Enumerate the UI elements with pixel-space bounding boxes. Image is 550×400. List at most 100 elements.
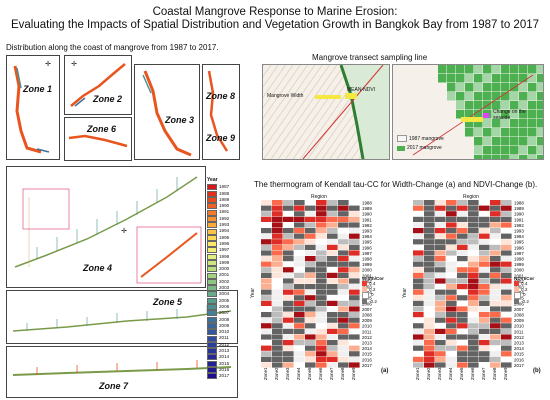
mangrove-width-label: Mangrove Width xyxy=(267,93,304,99)
heatmap-cell xyxy=(413,261,424,267)
heatmap-cell xyxy=(457,216,468,222)
heatmap-cell xyxy=(272,216,283,222)
heatmap-cell xyxy=(316,345,327,351)
heatmap-cell xyxy=(305,222,316,228)
heatmap-cell xyxy=(316,362,327,368)
heatmap-cell xyxy=(468,216,479,222)
heatmap-cell xyxy=(327,211,338,217)
heatmap-cell xyxy=(283,278,294,284)
heatmap-cell xyxy=(261,289,272,295)
heatmap-cell xyxy=(349,284,360,290)
heatmap-cell xyxy=(283,233,294,239)
heatmap-cell xyxy=(490,272,501,278)
heatmap-year-tick: 1993 xyxy=(362,229,372,234)
heatmap-cell xyxy=(501,239,512,245)
heatmap-year-tick: 1999 xyxy=(362,262,372,267)
heatmap-cell xyxy=(424,205,435,211)
heatmap-cell xyxy=(283,267,294,273)
heatmap-cell xyxy=(305,211,316,217)
heatmap-cell xyxy=(283,345,294,351)
heatmap-cell xyxy=(294,205,305,211)
heatmap-cell xyxy=(261,356,272,362)
heatmap-cell xyxy=(479,300,490,306)
legend-swatch xyxy=(207,291,217,298)
heatmap-year-tick: 2010 xyxy=(362,324,372,329)
heatmap-cell xyxy=(501,356,512,362)
heatmap-cell xyxy=(305,351,316,357)
heatmap-cell xyxy=(338,306,349,312)
heatmap-cell xyxy=(457,272,468,278)
heatmap-cell xyxy=(338,205,349,211)
heatmap-cell xyxy=(468,222,479,228)
heatmap-cell xyxy=(468,267,479,273)
heatmap-cell xyxy=(468,351,479,357)
heatmap-cell xyxy=(327,200,338,206)
legend-year-label: 2005 xyxy=(219,297,230,303)
heatmap-cell xyxy=(294,244,305,250)
heatmap-cell xyxy=(305,295,316,301)
heatmap-cell xyxy=(305,205,316,211)
legend-row-1992: 1992 xyxy=(207,216,237,222)
heatmap-cell xyxy=(413,328,424,334)
legend-row-2011: 2011 xyxy=(207,335,237,342)
heatmap-cell xyxy=(327,356,338,362)
heatmap-cell xyxy=(261,200,272,206)
heatmap-cell xyxy=(479,228,490,234)
heatmap-cell xyxy=(446,312,457,318)
heatmap-zone-tick: Zone3 xyxy=(437,367,442,380)
heatmap-b-legend-row: 0 xyxy=(514,292,534,300)
heatmap-cell xyxy=(294,362,305,368)
heatmap-cell xyxy=(413,228,424,234)
heatmap-cell xyxy=(457,340,468,346)
heatmap-cell xyxy=(316,340,327,346)
heatmap-year-tick: 1994 xyxy=(514,234,524,239)
heatmap-cell xyxy=(338,261,349,267)
map-zone-7: Zone 7 xyxy=(6,346,238,398)
heatmap-cell xyxy=(424,334,435,340)
heatmap-cell xyxy=(490,362,501,368)
heatmap-cell xyxy=(435,300,446,306)
legend-swatch xyxy=(207,184,217,191)
heatmap-cell xyxy=(327,205,338,211)
legend-row-2003: 2003 xyxy=(207,285,237,292)
heatmap-cell xyxy=(424,300,435,306)
heatmap-cell xyxy=(294,222,305,228)
heatmap-cell xyxy=(446,356,457,362)
heatmap-cell xyxy=(479,267,490,273)
legend-year-label: 2007 xyxy=(219,310,230,316)
heatmap-cell xyxy=(468,284,479,290)
heatmap-cell xyxy=(283,351,294,357)
heatmap-cell xyxy=(316,289,327,295)
heatmap-cell xyxy=(294,267,305,273)
heatmap-cell xyxy=(468,295,479,301)
heatmap-cell xyxy=(338,239,349,245)
heatmap-cell xyxy=(490,250,501,256)
heatmap-cell xyxy=(457,239,468,245)
legend-swatch xyxy=(207,348,217,355)
heatmap-zone-tick: Zone5 xyxy=(459,367,464,380)
heatmap-cell xyxy=(327,351,338,357)
heatmap-year-tick: 1988 xyxy=(362,201,372,206)
heatmap-cell xyxy=(305,200,316,206)
legend-swatch xyxy=(207,190,217,197)
heatmap-a-grid: 1988198919901991199219931994199519961997… xyxy=(261,200,372,380)
heatmap-cell xyxy=(479,250,490,256)
zone-7-label: Zone 7 xyxy=(99,381,129,391)
legend-swatch xyxy=(207,360,217,367)
heatmap-cell xyxy=(446,216,457,222)
legend-tick: 0.2 xyxy=(521,286,528,292)
heatmap-cell xyxy=(316,306,327,312)
legend-year-label: 1987 xyxy=(219,184,230,190)
heatmap-cell xyxy=(305,284,316,290)
heatmap-year-tick: 2011 xyxy=(362,329,372,334)
heatmap-cell xyxy=(327,228,338,234)
heatmap-cell xyxy=(261,328,272,334)
heatmap-cell xyxy=(316,278,327,284)
heatmap-cell xyxy=(272,228,283,234)
heatmap-cell xyxy=(283,328,294,334)
map-zone-6: Zone 6 xyxy=(64,117,132,161)
heatmap-cell xyxy=(446,317,457,323)
heatmap-cell xyxy=(349,261,360,267)
heatmap-cell xyxy=(413,267,424,273)
heatmap-cell xyxy=(327,345,338,351)
